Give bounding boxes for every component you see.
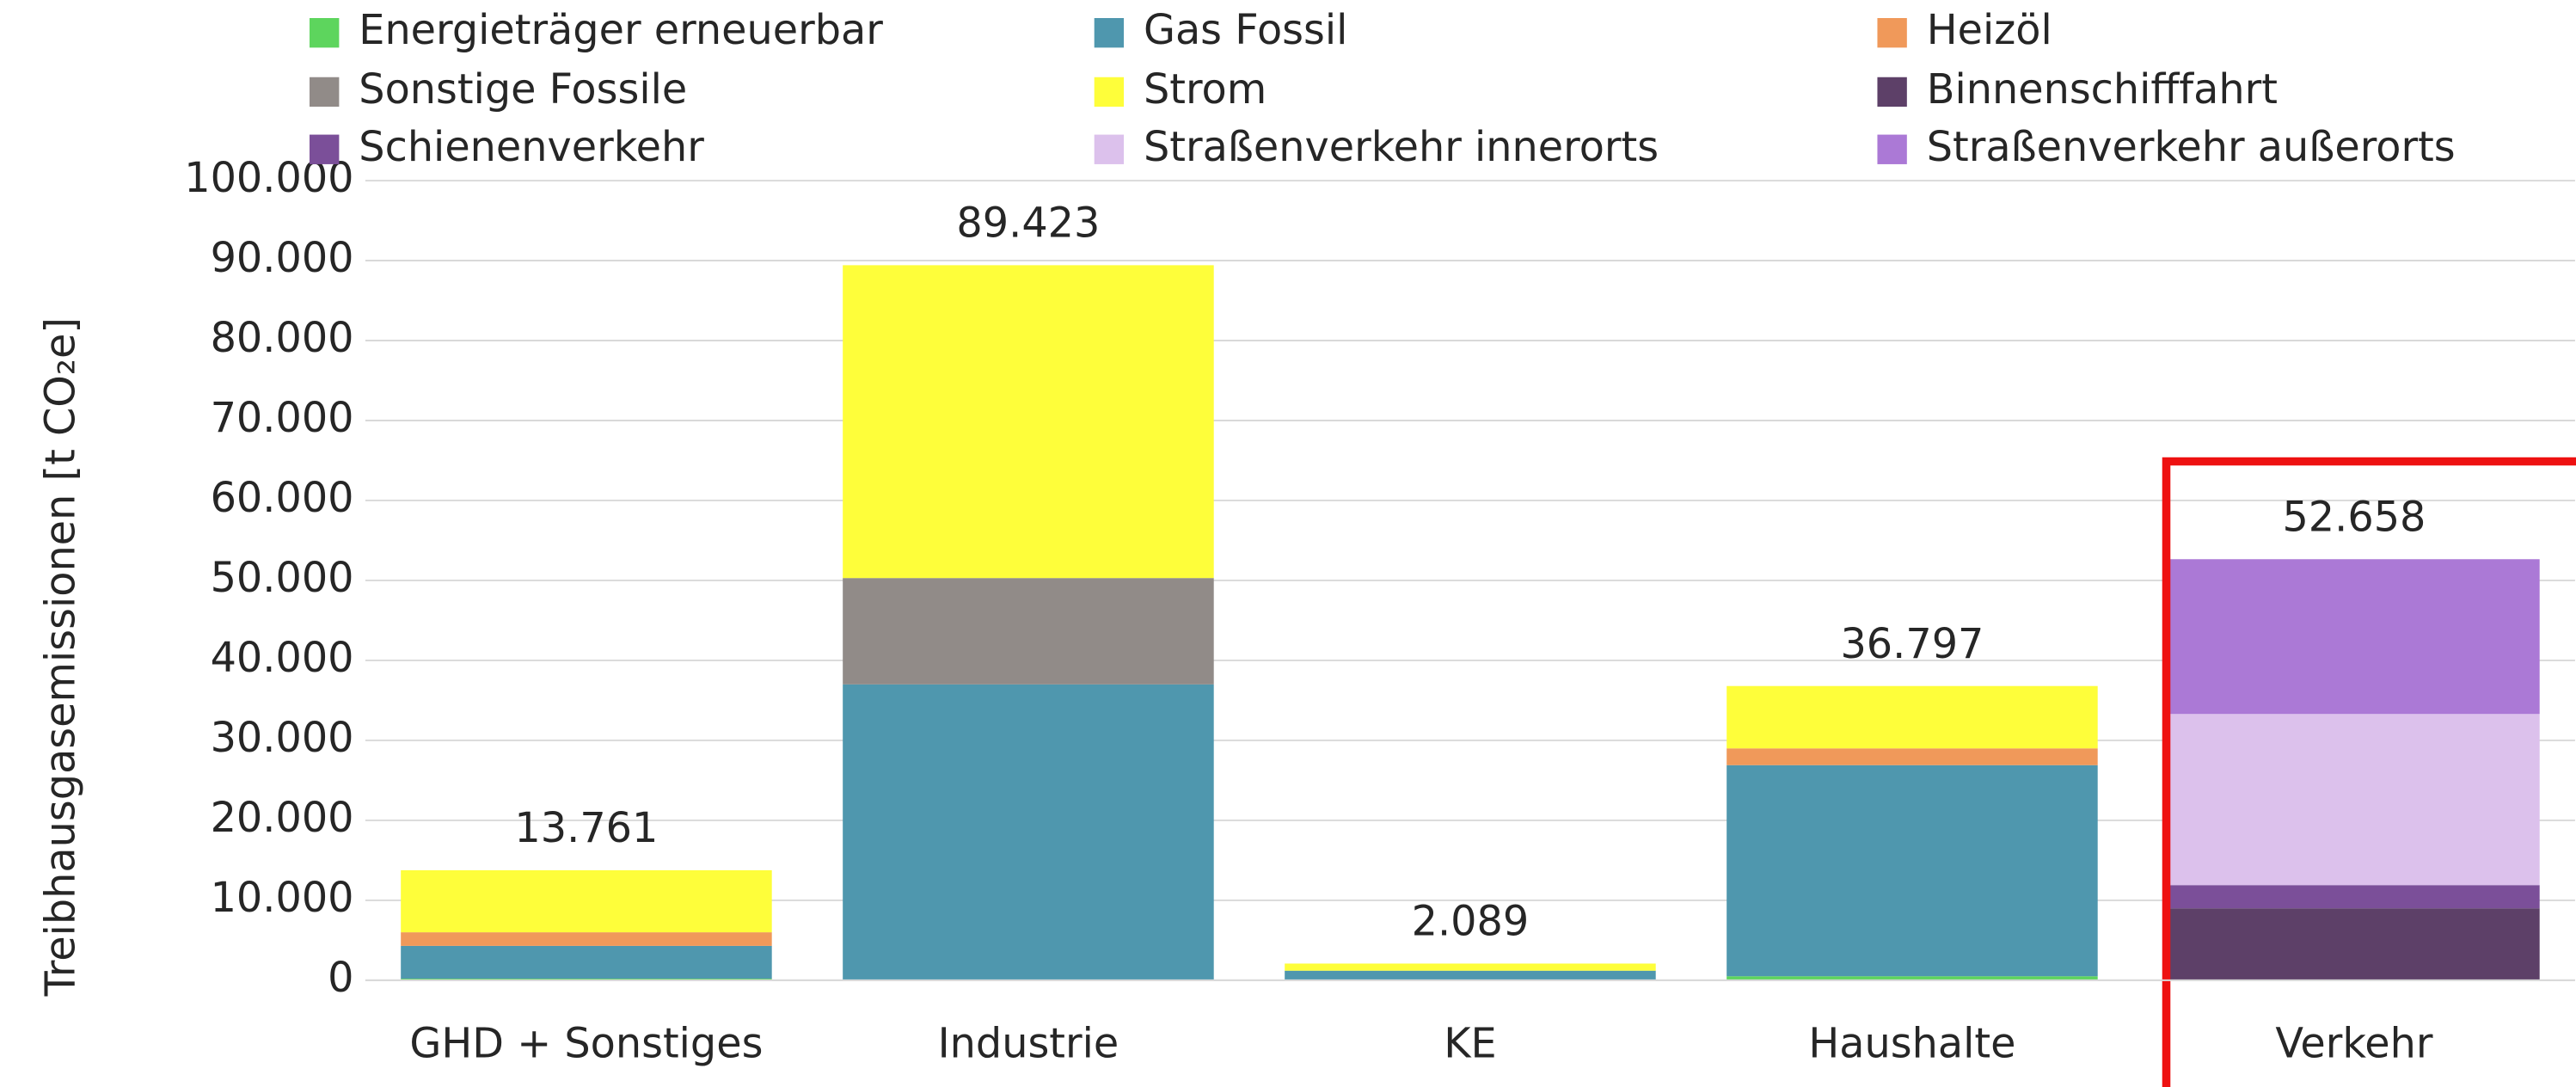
y-tick-label: 70.000 bbox=[211, 395, 354, 442]
legend-label: Gas Fossil bbox=[1144, 7, 1347, 54]
bar-segment bbox=[1727, 765, 2098, 977]
legend-label: Straßenverkehr innerorts bbox=[1144, 124, 1659, 171]
total-label: 52.658 bbox=[2282, 494, 2426, 541]
bar-segment bbox=[1285, 963, 1656, 971]
legend-swatch bbox=[310, 77, 340, 107]
grid bbox=[365, 180, 2575, 981]
legend-label: Sonstige Fossile bbox=[359, 66, 687, 114]
bar-segment bbox=[1727, 685, 2098, 749]
bar-segment bbox=[843, 578, 1214, 685]
bar-segment bbox=[401, 932, 772, 946]
bar-segment bbox=[843, 684, 1214, 980]
legend-swatch bbox=[310, 134, 340, 164]
y-tick-label: 20.000 bbox=[211, 795, 354, 842]
total-label: 2.089 bbox=[1412, 899, 1530, 946]
legend-label: Strom bbox=[1144, 66, 1267, 114]
legend-swatch bbox=[310, 18, 340, 48]
bar-segment bbox=[2168, 559, 2540, 715]
bar-segment bbox=[843, 265, 1214, 579]
y-tick-label: 50.000 bbox=[211, 555, 354, 602]
y-tick-label: 30.000 bbox=[211, 715, 354, 762]
bar-segment bbox=[2168, 885, 2540, 909]
bar-segment bbox=[2168, 714, 2540, 886]
legend-swatch bbox=[1877, 18, 1907, 48]
total-label: 89.423 bbox=[956, 200, 1100, 248]
legend-swatch bbox=[1877, 77, 1907, 107]
y-axis-label: Treibhausgasemissionen [t CO₂e] bbox=[38, 317, 85, 997]
legend-label: Heizöl bbox=[1927, 7, 2052, 54]
y-tick-label: 60.000 bbox=[211, 475, 354, 522]
x-tick-label: GHD + Sonstiges bbox=[409, 1020, 763, 1067]
total-label: 36.797 bbox=[1840, 621, 1984, 668]
x-tick-label: Industrie bbox=[938, 1020, 1119, 1067]
bar-segment bbox=[1727, 748, 2098, 765]
legend-swatch bbox=[1094, 134, 1125, 164]
legend-swatch bbox=[1094, 77, 1125, 107]
x-tick-label: KE bbox=[1444, 1020, 1496, 1067]
y-tick-label: 90.000 bbox=[211, 235, 354, 282]
bars bbox=[401, 265, 2540, 980]
bar-segment bbox=[1727, 976, 2098, 980]
y-tick-label: 40.000 bbox=[211, 635, 354, 682]
x-tick-label: Verkehr bbox=[2275, 1020, 2432, 1067]
y-tick-label: 80.000 bbox=[211, 315, 354, 362]
bar-segment bbox=[1285, 970, 1656, 980]
x-tick-label: Haushalte bbox=[1808, 1020, 2015, 1067]
bar-segment bbox=[401, 869, 772, 933]
total-label: 13.761 bbox=[514, 805, 658, 852]
legend-label: Straßenverkehr außerorts bbox=[1927, 124, 2456, 171]
y-tick-label: 10.000 bbox=[211, 875, 354, 922]
legend-label: Binnenschifffahrt bbox=[1927, 66, 2278, 114]
legend-label: Schienenverkehr bbox=[359, 124, 704, 171]
legend-swatch bbox=[1094, 18, 1125, 48]
legend-swatch bbox=[1877, 134, 1907, 164]
bar-segment bbox=[401, 945, 772, 980]
highlight-box bbox=[2162, 457, 2576, 1087]
y-tick-label: 0 bbox=[328, 955, 353, 1002]
legend-label: Energieträger erneuerbar bbox=[359, 7, 883, 54]
bar-segment bbox=[2168, 908, 2540, 980]
